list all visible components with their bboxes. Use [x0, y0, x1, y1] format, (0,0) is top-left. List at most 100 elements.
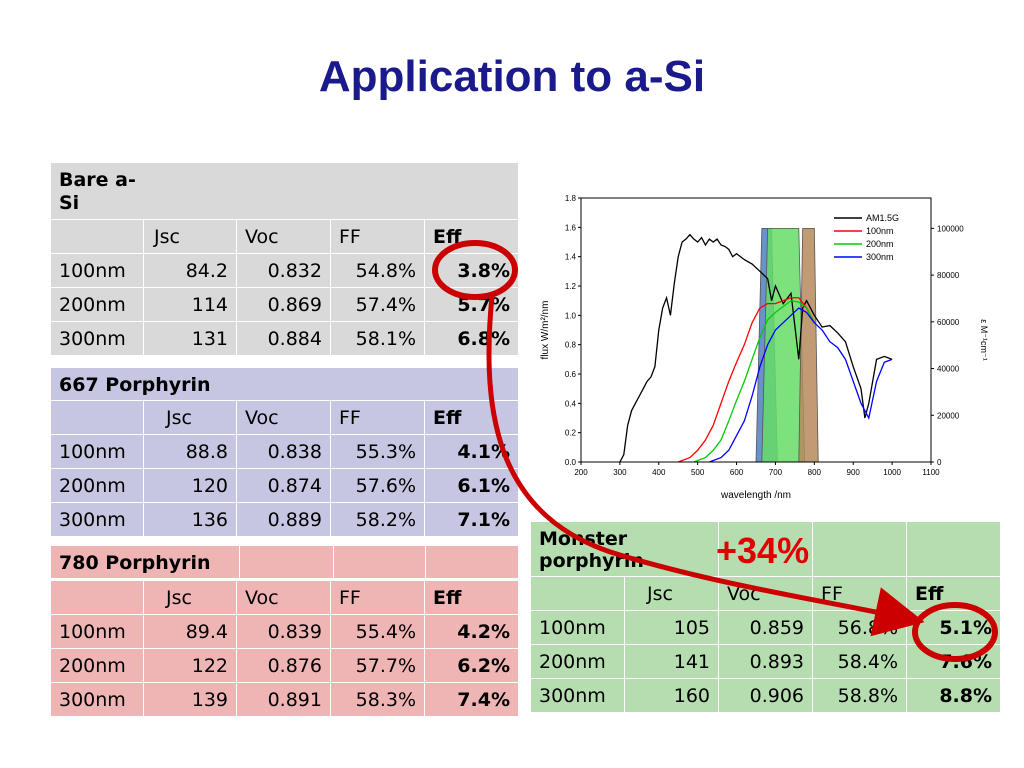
group-label: Monster porphyrin [529, 521, 720, 577]
ff-cell: 57.4% [330, 287, 425, 322]
y-tick-label: 0.4 [565, 399, 577, 408]
header-eff: Eff [424, 580, 519, 615]
eff-cell: 5.7% [423, 287, 520, 322]
absorption-bands [755, 227, 819, 463]
eff-cell: 6.2% [424, 648, 519, 683]
thickness-cell: 300nm [530, 678, 625, 713]
y2-tick-label: 80000 [937, 271, 960, 280]
y-tick-label: 1.0 [565, 311, 577, 320]
thickness-cell: 100nm [50, 253, 144, 288]
header-ff: FF [330, 219, 425, 254]
eff-cell: 7.4% [424, 682, 519, 717]
table-667-porphyrin: 667 Porphyrin Jsc Voc FF Eff 100nm 88.8 … [49, 367, 520, 537]
chart-legend: AM1.5G 100nm 200nm 300nm [834, 213, 899, 262]
y-tick-label: 1.2 [565, 282, 577, 291]
table-row: 300nm 160 0.906 58.8% 8.8% [530, 678, 1002, 713]
header-ff: FF [330, 580, 425, 615]
table-group-row: Bare a-Si [49, 162, 520, 220]
x-tick-label: 300 [613, 468, 627, 477]
x-tick-label: 400 [652, 468, 666, 477]
voc-cell: 0.889 [236, 502, 331, 537]
table-row: 300nm 139 0.891 58.3% 7.4% [50, 682, 519, 717]
header-eff: Eff [906, 576, 1002, 611]
table-row: 100nm 84.2 0.832 54.8% 3.8% [50, 253, 520, 288]
y-tick-label: 0.0 [565, 458, 577, 467]
header-voc: Voc [718, 576, 814, 611]
table-header-row: Jsc Voc FF Eff [530, 576, 1002, 611]
eff-cell: 8.8% [906, 678, 1002, 713]
ff-cell: 55.3% [330, 434, 425, 469]
header-blank [50, 219, 144, 254]
x-tick-label: 1000 [883, 468, 901, 477]
jsc-cell: 89.4 [143, 614, 237, 649]
ff-cell: 56.8% [812, 610, 908, 645]
eff-cell: 6.1% [423, 468, 520, 503]
header-blank [50, 400, 144, 435]
jsc-cell: 120 [143, 468, 237, 503]
improvement-label: +34% [716, 530, 810, 571]
y-tick-label: 1.8 [565, 194, 577, 203]
ff-cell: 55.4% [330, 614, 425, 649]
table-row: 100nm 105 0.859 56.8% 5.1% [530, 610, 1002, 645]
ff-cell: 58.4% [812, 644, 908, 679]
y-tick-label: 0.8 [565, 341, 577, 350]
header-blank [50, 580, 144, 615]
y2-tick-label: 20000 [937, 411, 960, 420]
ff-cell: 57.6% [330, 468, 425, 503]
table-780-porphyrin-body: Jsc Voc FF Eff 100nm 89.4 0.839 55.4% 4.… [50, 580, 519, 717]
y-axis-label: flux W/m²/nm [540, 301, 551, 360]
table-row: 200nm 122 0.876 57.7% 6.2% [50, 648, 519, 683]
eff-cell: 6.8% [423, 321, 520, 356]
thickness-cell: 100nm [530, 610, 625, 645]
ff-cell: 57.7% [330, 648, 425, 683]
table-row: 300nm 131 0.884 58.1% 6.8% [50, 321, 520, 356]
jsc-cell: 160 [623, 678, 720, 713]
ff-cell: 58.1% [330, 321, 425, 356]
voc-cell: 0.884 [236, 321, 331, 356]
header-ff: FF [812, 576, 908, 611]
jsc-cell: 139 [143, 682, 237, 717]
eff-cell: 5.1% [906, 610, 1002, 645]
eff-cell: 4.1% [423, 434, 520, 469]
thickness-cell: 200nm [50, 648, 144, 683]
eff-cell: 7.1% [423, 502, 520, 537]
plot-frame [580, 197, 932, 463]
absorption-band [798, 227, 819, 463]
eff-cell: 4.2% [424, 614, 519, 649]
jsc-cell: 136 [143, 502, 237, 537]
header-blank [530, 576, 625, 611]
eff-cell: 3.8% [423, 253, 520, 288]
header-voc: Voc [236, 219, 331, 254]
voc-cell: 0.832 [236, 253, 331, 288]
thickness-cell: 300nm [50, 682, 144, 717]
x-tick-label: 700 [769, 468, 783, 477]
table-header-row: Jsc Voc FF Eff [50, 580, 519, 615]
table-row: 300nm 136 0.889 58.2% 7.1% [50, 502, 520, 537]
voc-cell: 0.838 [236, 434, 331, 469]
legend-label: 300nm [866, 252, 894, 262]
x-tick-label: 800 [808, 468, 822, 477]
x-tick-label: 1100 [922, 468, 940, 477]
voc-cell: 0.839 [236, 614, 331, 649]
legend-label: 100nm [866, 226, 894, 236]
voc-cell: 0.874 [236, 468, 331, 503]
ff-cell: 58.3% [330, 682, 425, 717]
x-axis-label: wavelength /nm [720, 490, 791, 501]
y2-tick-label: 100000 [937, 224, 964, 233]
y2-tick-label: 40000 [937, 365, 960, 374]
jsc-cell: 114 [143, 287, 237, 322]
table-row: 100nm 89.4 0.839 55.4% 4.2% [50, 614, 519, 649]
table-header-row: Jsc Voc FF Eff [50, 400, 520, 435]
header-jsc: Jsc [143, 580, 237, 615]
y-tick-label: 0.2 [565, 429, 577, 438]
voc-cell: 0.869 [236, 287, 331, 322]
thickness-cell: 200nm [530, 644, 625, 679]
table-group-row: 667 Porphyrin [49, 367, 520, 401]
voc-cell: 0.906 [718, 678, 814, 713]
y-tick-label: 1.6 [565, 223, 577, 232]
jsc-cell: 88.8 [143, 434, 237, 469]
header-voc: Voc [236, 400, 331, 435]
group-label: 780 Porphyrin [49, 545, 241, 579]
y-tick-label: 0.6 [565, 370, 577, 379]
group-label: 667 Porphyrin [49, 367, 520, 401]
